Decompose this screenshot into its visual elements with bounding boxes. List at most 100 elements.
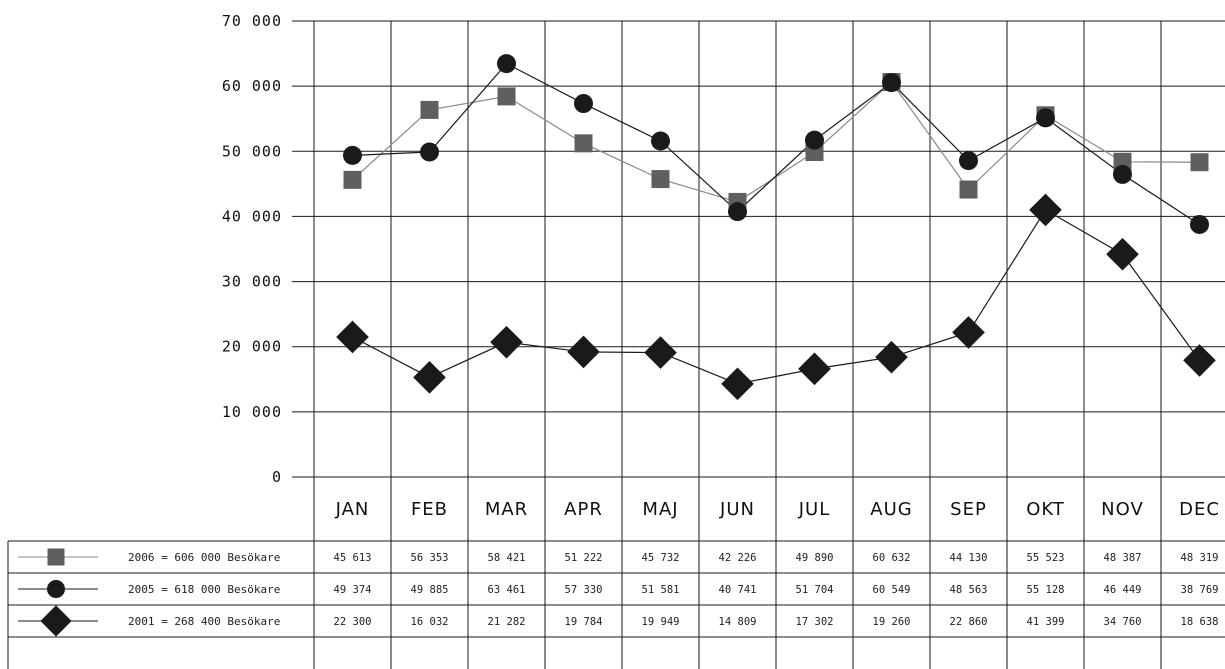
table-cell: 18 638 <box>1181 616 1219 628</box>
data-point-diamond <box>952 316 985 349</box>
series-line-diamond <box>352 209 1200 385</box>
x-tick-label: JUN <box>719 499 755 520</box>
data-point-square <box>497 87 516 106</box>
table-cell: 40 741 <box>719 584 757 596</box>
x-tick-label: FEB <box>411 499 448 520</box>
legend-label: 2006 = 606 000 Besökare <box>128 551 280 564</box>
table-cell: 48 387 <box>1104 552 1142 564</box>
x-tick-label: JUL <box>798 499 831 520</box>
table-cell: 14 809 <box>719 616 757 628</box>
data-point-diamond <box>798 352 831 386</box>
table-cell: 41 399 <box>1027 616 1065 628</box>
x-tick-label: MAJ <box>642 499 678 520</box>
data-point-circle <box>651 131 670 151</box>
series-lines <box>352 62 1200 385</box>
table-cell: 55 523 <box>1027 552 1065 564</box>
data-point-diamond <box>1183 344 1216 377</box>
x-tick-label: AUG <box>870 499 912 520</box>
x-tick-label: DEC <box>1179 499 1220 520</box>
table-cell: 57 330 <box>565 584 603 596</box>
table-cell: 60 632 <box>873 552 911 564</box>
data-point-circle <box>959 151 978 171</box>
legend-label: 2005 = 618 000 Besökare <box>128 583 280 596</box>
table-cell: 45 732 <box>642 552 680 564</box>
table-cell: 55 128 <box>1027 584 1065 596</box>
table-cell: 51 222 <box>565 552 603 564</box>
table-cell: 19 949 <box>642 616 680 628</box>
x-tick-label: SEP <box>950 499 987 520</box>
data-point-circle <box>882 73 901 93</box>
table-cell: 44 130 <box>950 552 988 564</box>
y-tick-label: 50 000 <box>222 142 282 160</box>
data-point-square <box>420 100 439 119</box>
table-cell: 51 704 <box>796 584 834 596</box>
table-cell: 56 353 <box>411 552 449 564</box>
table-cell: 22 300 <box>334 616 372 628</box>
data-point-diamond <box>413 361 446 394</box>
data-point-circle <box>343 145 362 165</box>
data-point-diamond <box>875 340 908 374</box>
data-point-diamond <box>490 325 523 359</box>
table-cell: 49 885 <box>411 584 449 596</box>
table-cell: 63 461 <box>488 584 526 596</box>
data-point-circle <box>497 54 516 74</box>
data-point-circle <box>1036 108 1055 128</box>
y-axis-labels: 0 10 000 20 000 30 000 40 000 50 000 60 000 70 … <box>222 12 1220 520</box>
table-cell: 22 860 <box>950 616 988 628</box>
table-cell: 49 374 <box>334 584 372 596</box>
table-cell: 51 581 <box>642 584 680 596</box>
table-cell: 60 549 <box>873 584 911 596</box>
table-cell: 16 032 <box>411 616 449 628</box>
x-tick-label: MAR <box>485 499 528 520</box>
data-point-square <box>959 180 978 199</box>
legend-label: 2001 = 268 400 Besökare <box>128 615 280 628</box>
data-point-diamond <box>644 336 677 369</box>
table-cell: 46 449 <box>1104 584 1142 596</box>
x-tick-label: JAN <box>335 499 370 520</box>
series-line-square <box>352 81 1200 203</box>
data-point-circle <box>728 202 747 222</box>
chart-grid <box>292 20 1225 669</box>
legend-marker-square <box>47 548 65 566</box>
y-tick-label: 60 000 <box>222 77 282 95</box>
y-tick-label: 10 000 <box>222 403 282 421</box>
data-point-diamond <box>1029 193 1062 227</box>
data-point-circle <box>420 142 439 162</box>
table-cell: 48 563 <box>950 584 988 596</box>
legend-marker-circle <box>47 580 65 598</box>
table-cell: 45 613 <box>334 552 372 564</box>
x-tick-label: APR <box>564 499 603 520</box>
y-tick-label: 70 000 <box>222 12 282 30</box>
data-table: 2006 = 606 000 Besökare 45 613 56 353 58 42… <box>7 540 1225 669</box>
data-point-diamond <box>336 320 369 354</box>
series-line-circle <box>352 62 1200 225</box>
y-tick-label: 0 <box>272 468 282 486</box>
y-tick-label: 40 000 <box>222 207 282 225</box>
x-tick-label: NOV <box>1101 499 1144 520</box>
table-cell: 34 760 <box>1104 616 1142 628</box>
data-point-circle <box>805 130 824 150</box>
y-tick-label: 30 000 <box>222 273 282 291</box>
table-cell: 21 282 <box>488 616 526 628</box>
data-point-circle <box>1190 214 1209 234</box>
table-cell: 19 784 <box>565 616 603 628</box>
data-point-diamond <box>567 335 600 369</box>
data-point-square <box>651 170 670 189</box>
data-point-circle <box>574 94 593 114</box>
table-cell: 38 769 <box>1181 584 1219 596</box>
data-point-square <box>574 134 593 153</box>
data-point-diamond <box>1106 237 1139 271</box>
data-point-square <box>343 170 362 189</box>
table-cell: 58 421 <box>488 552 526 564</box>
series-markers <box>336 54 1216 401</box>
table-cell: 48 319 <box>1181 552 1219 564</box>
table-cell: 19 260 <box>873 616 911 628</box>
data-point-diamond <box>721 367 754 401</box>
data-point-square <box>1190 153 1209 172</box>
table-cell: 17 302 <box>796 616 834 628</box>
table-cell: 42 226 <box>719 552 757 564</box>
x-tick-label: OKT <box>1026 499 1065 520</box>
table-cell: 49 890 <box>796 552 834 564</box>
data-point-circle <box>1113 164 1132 184</box>
